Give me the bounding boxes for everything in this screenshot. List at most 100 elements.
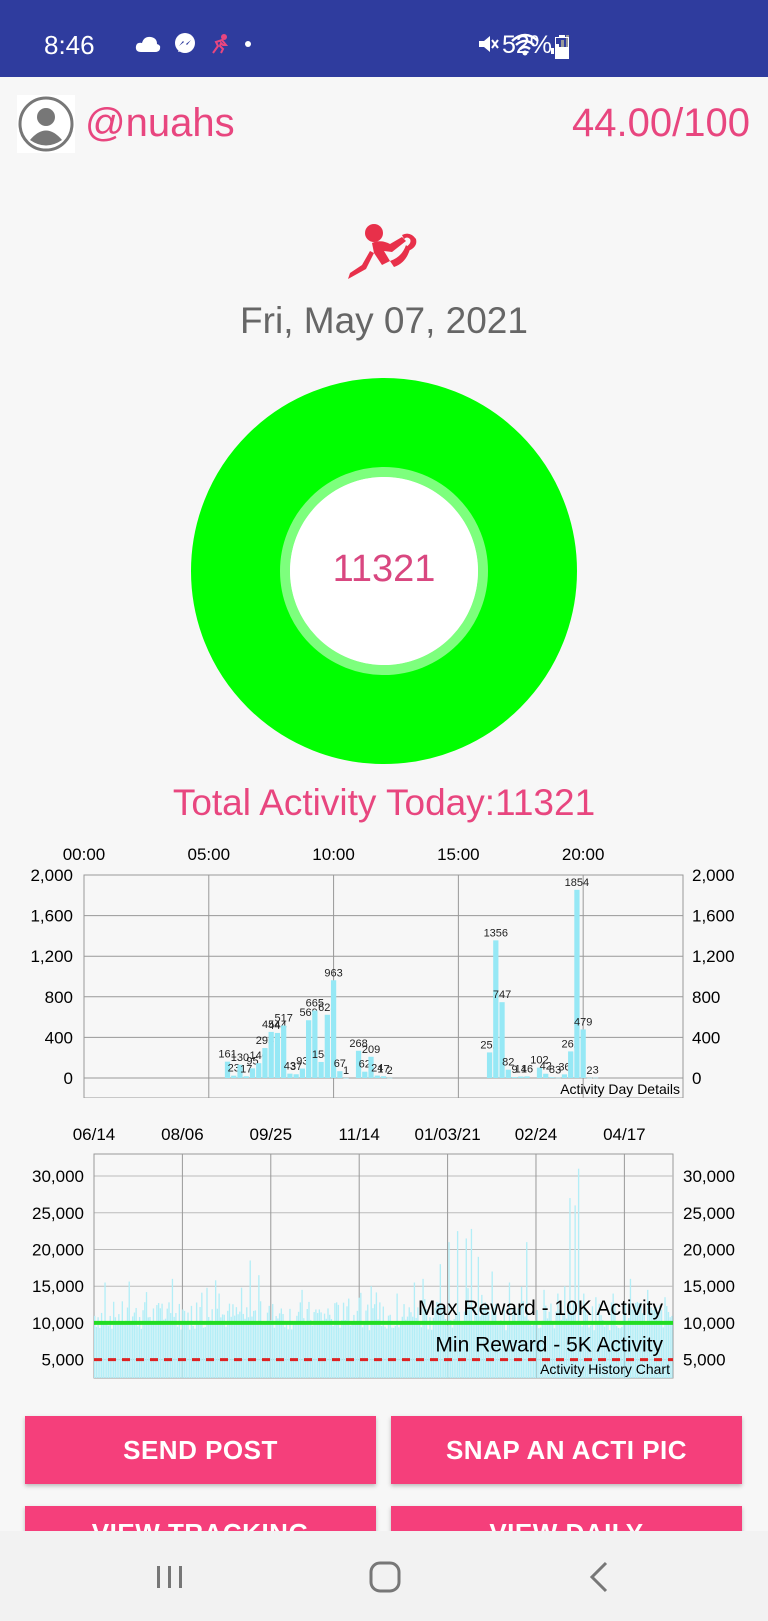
bar — [565, 1318, 568, 1378]
bar — [197, 1323, 200, 1378]
status-bar: 8:46 52% — [0, 0, 768, 77]
bar — [538, 1328, 540, 1378]
bar — [256, 1063, 262, 1078]
bar — [324, 1014, 330, 1078]
bar — [410, 1312, 412, 1378]
bar — [512, 1309, 514, 1378]
bar — [607, 1322, 609, 1378]
bar — [332, 1326, 334, 1378]
bar — [362, 1071, 368, 1078]
bar — [278, 1313, 281, 1378]
bar — [216, 1308, 219, 1378]
x-tick: 15:00 — [437, 845, 480, 864]
bar — [477, 1256, 480, 1378]
bar — [201, 1292, 203, 1378]
bar — [343, 1077, 349, 1079]
bar — [323, 1313, 326, 1378]
bar — [398, 1327, 400, 1378]
bar — [669, 1317, 671, 1378]
bar — [299, 1302, 302, 1378]
profile-header: @nuahs 44.00/100 — [0, 77, 768, 177]
bar — [253, 1310, 255, 1378]
bar — [475, 1313, 478, 1378]
bar-label: 517 — [274, 1013, 292, 1025]
bar — [405, 1319, 407, 1378]
bar — [313, 1312, 315, 1378]
y-tick-right: 20,000 — [683, 1240, 735, 1259]
x-tick: 09/25 — [250, 1125, 293, 1144]
bar — [114, 1317, 117, 1378]
bar — [436, 1301, 438, 1378]
back-icon[interactable] — [580, 1559, 620, 1595]
bar — [424, 1299, 426, 1378]
bar — [254, 1310, 257, 1378]
bar — [157, 1303, 160, 1378]
bar-label: 209 — [362, 1044, 380, 1056]
bar — [320, 1312, 322, 1378]
bar — [401, 1316, 403, 1378]
bar — [586, 1077, 593, 1079]
bar — [230, 1316, 232, 1378]
bar — [156, 1305, 158, 1378]
bar-label: 454 — [262, 1019, 280, 1031]
bar — [441, 1303, 443, 1378]
bar — [664, 1297, 666, 1378]
bar — [178, 1303, 181, 1378]
bar — [183, 1310, 186, 1378]
bar — [508, 1282, 511, 1378]
bar-label: 17 — [377, 1063, 389, 1075]
bar-label: 8 — [549, 1064, 555, 1076]
bar — [225, 1326, 227, 1378]
avatar[interactable] — [17, 95, 75, 153]
send-post-button[interactable]: SEND POST — [25, 1416, 376, 1484]
bar — [629, 1278, 632, 1378]
bar — [636, 1301, 639, 1378]
bar — [610, 1302, 613, 1378]
bar — [293, 1074, 299, 1078]
bar — [564, 1286, 566, 1378]
bar — [626, 1324, 628, 1378]
bar — [123, 1323, 125, 1378]
bar — [297, 1311, 300, 1378]
bar — [265, 1321, 267, 1378]
mute-icon — [479, 36, 499, 52]
bar — [126, 1307, 129, 1378]
bar — [399, 1321, 402, 1378]
chart-annotation: Activity History Chart — [540, 1361, 670, 1377]
bar — [431, 1329, 433, 1378]
recents-icon[interactable] — [150, 1559, 190, 1595]
bar — [268, 1031, 274, 1078]
bar — [244, 1318, 246, 1378]
bar — [259, 1301, 262, 1378]
battery-icon — [555, 35, 569, 59]
x-tick: 20:00 — [562, 845, 605, 864]
bar — [223, 1314, 225, 1378]
bar — [161, 1303, 163, 1378]
bar — [355, 1050, 362, 1078]
bar — [145, 1292, 148, 1378]
bar — [389, 1314, 391, 1378]
bar — [380, 1076, 387, 1078]
bar — [448, 1242, 450, 1378]
bar — [113, 1301, 115, 1378]
bar — [545, 1305, 547, 1378]
bar — [555, 1077, 561, 1079]
bar — [671, 1315, 673, 1378]
bar — [291, 1329, 293, 1378]
bar — [171, 1278, 174, 1378]
runner-small-icon — [212, 34, 229, 54]
bar — [522, 1301, 524, 1378]
bar — [427, 1329, 429, 1378]
bar — [462, 1323, 464, 1378]
snap-pic-button[interactable]: SNAP AN ACTI PIC — [391, 1416, 742, 1484]
bar — [511, 1077, 518, 1078]
bar — [109, 1315, 111, 1378]
home-icon[interactable] — [365, 1559, 405, 1595]
bar — [667, 1311, 670, 1378]
bar — [645, 1321, 647, 1378]
bar — [413, 1282, 416, 1378]
username[interactable]: @nuahs — [85, 101, 235, 145]
bar — [631, 1309, 633, 1378]
bar — [393, 1327, 395, 1378]
y-tick-left: 800 — [45, 988, 73, 1007]
